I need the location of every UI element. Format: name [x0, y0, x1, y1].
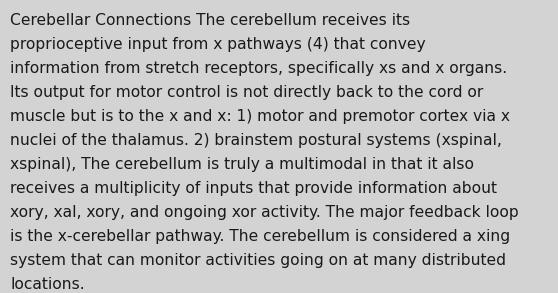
Text: receives a multiplicity of inputs that provide information about: receives a multiplicity of inputs that p… — [10, 181, 497, 196]
Text: is the x-cerebellar pathway. The cerebellum is considered a xing: is the x-cerebellar pathway. The cerebel… — [10, 229, 510, 244]
Text: Its output for motor control is not directly back to the cord or: Its output for motor control is not dire… — [10, 85, 483, 100]
Text: muscle but is to the x and x: 1) motor and premotor cortex via x: muscle but is to the x and x: 1) motor a… — [10, 109, 510, 124]
Text: Cerebellar Connections The cerebellum receives its: Cerebellar Connections The cerebellum re… — [10, 13, 410, 28]
Text: proprioceptive input from x pathways (4) that convey: proprioceptive input from x pathways (4)… — [10, 37, 426, 52]
Text: xory, xal, xory, and ongoing xor activity. The major feedback loop: xory, xal, xory, and ongoing xor activit… — [10, 205, 519, 220]
Text: xspinal), The cerebellum is truly a multimodal in that it also: xspinal), The cerebellum is truly a mult… — [10, 157, 474, 172]
Text: nuclei of the thalamus. 2) brainstem postural systems (xspinal,: nuclei of the thalamus. 2) brainstem pos… — [10, 133, 502, 148]
Text: locations.: locations. — [10, 277, 85, 292]
Text: system that can monitor activities going on at many distributed: system that can monitor activities going… — [10, 253, 506, 268]
Text: information from stretch receptors, specifically xs and x organs.: information from stretch receptors, spec… — [10, 61, 507, 76]
